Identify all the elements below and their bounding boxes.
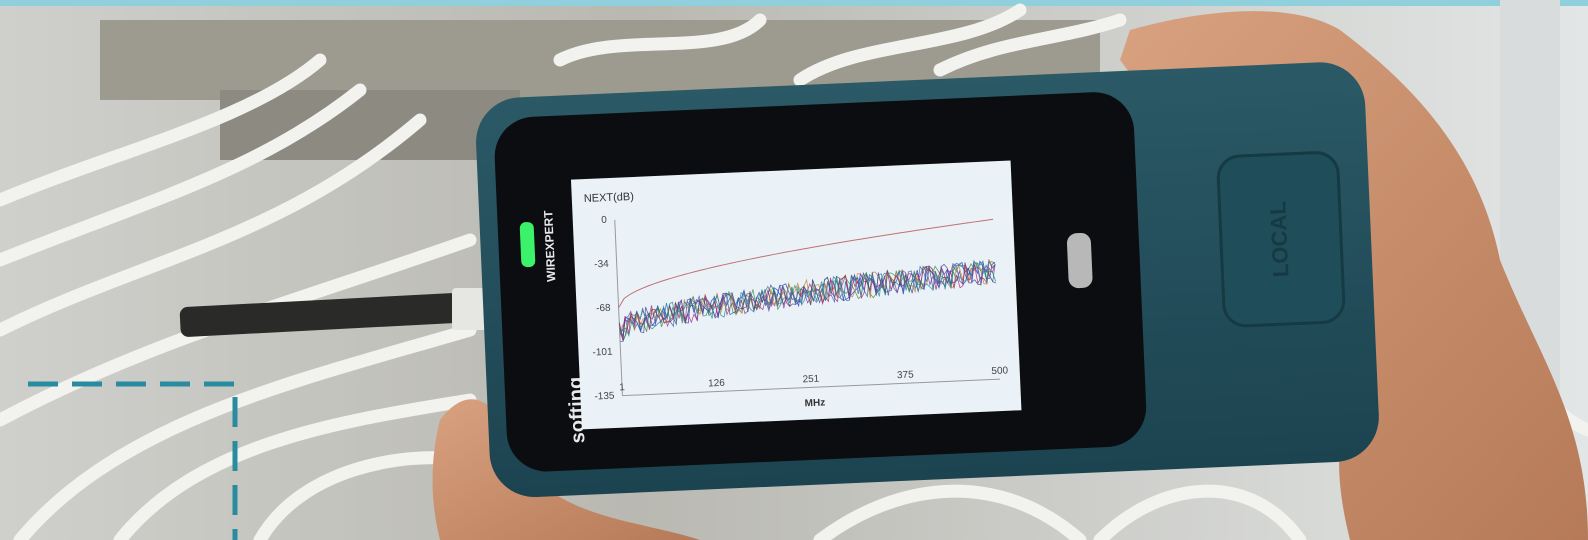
plug-cable [179, 293, 461, 337]
x-tick-label: 500 [991, 365, 1009, 377]
screen-chart: NEXT(dB) MHz 0 -34 -68 -101 -135 1 126 251 375 50… [570, 160, 1022, 430]
model-label: WIREXPERT [541, 210, 558, 283]
plug [452, 288, 492, 330]
dashed-corner [28, 381, 238, 540]
power-led [519, 222, 536, 268]
limit-line [618, 218, 994, 308]
y-tick-label: 0 [601, 215, 607, 226]
button-label: LOCAL [1265, 201, 1293, 278]
trace [619, 260, 996, 337]
y-axis-title: NEXT(dB) [584, 191, 635, 205]
y-tick-label: -34 [594, 259, 609, 271]
x-tick-label: 251 [802, 374, 820, 386]
y-tick-label: -68 [596, 303, 611, 315]
top-bar [0, 0, 1588, 6]
x-tick-label: 126 [708, 378, 726, 390]
screen [570, 160, 1022, 430]
y-tick-label: -135 [594, 391, 615, 403]
trace [619, 258, 996, 338]
x-tick-label: 1 [619, 382, 625, 393]
x-axis-title: MHz [804, 397, 825, 409]
x-tick-label: 375 [897, 370, 915, 382]
y-tick-label: -101 [592, 347, 613, 359]
home-key [1066, 232, 1093, 289]
local-button [1216, 151, 1346, 328]
trace [619, 262, 997, 337]
x-axis [622, 378, 1001, 397]
